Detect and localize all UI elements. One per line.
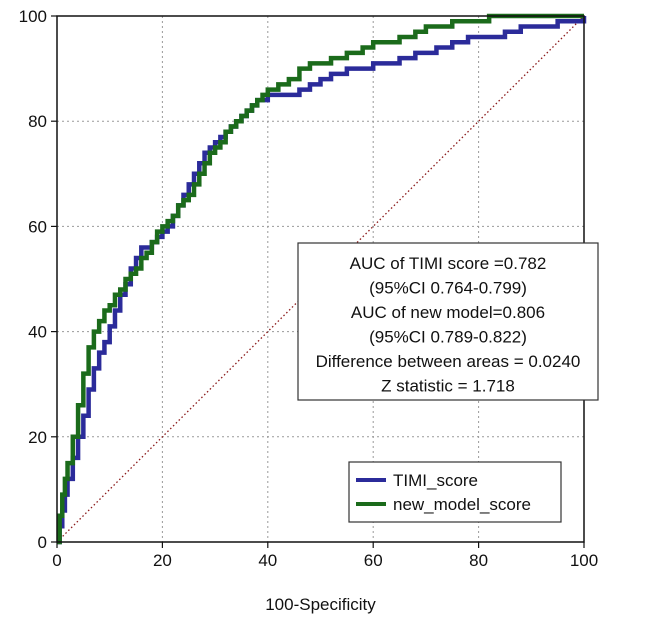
annotation-line: AUC of new model=0.806 [351, 303, 545, 322]
annotation-line: Difference between areas = 0.0240 [316, 352, 581, 371]
x-axis-ticks: 0 20 40 60 80 100 [52, 542, 598, 570]
x-tick-label: 100 [570, 551, 598, 570]
y-axis-ticks: 0 20 40 60 80 100 [19, 7, 57, 552]
series-line-TIMI_score [57, 16, 587, 545]
y-tick-label: 100 [19, 7, 47, 26]
y-tick-label: 0 [38, 533, 47, 552]
series-layer [57, 13, 587, 545]
x-axis-title: 100-Specificity [265, 595, 376, 614]
annotation-line: (95%CI 0.764-0.799) [369, 279, 527, 298]
y-tick-label: 20 [28, 428, 47, 447]
x-tick-label: 20 [153, 551, 172, 570]
legend-label: TIMI_score [393, 471, 478, 490]
y-tick-label: 40 [28, 323, 47, 342]
x-tick-label: 60 [364, 551, 383, 570]
x-tick-label: 0 [52, 551, 61, 570]
annotation-line: AUC of TIMI score =0.782 [350, 254, 547, 273]
legend: TIMI_score new_model_score [348, 461, 562, 523]
series-line-new_model_score [57, 13, 584, 545]
y-tick-label: 60 [28, 217, 47, 236]
annotation-line: Z statistic = 1.718 [381, 377, 515, 396]
y-tick-label: 80 [28, 112, 47, 131]
annotation-line: (95%CI 0.789-0.822) [369, 328, 527, 347]
x-tick-label: 80 [469, 551, 488, 570]
annotation-box: AUC of TIMI score =0.782 (95%CI 0.764-0.7… [297, 242, 599, 401]
x-tick-label: 40 [258, 551, 277, 570]
legend-label: new_model_score [393, 495, 531, 514]
